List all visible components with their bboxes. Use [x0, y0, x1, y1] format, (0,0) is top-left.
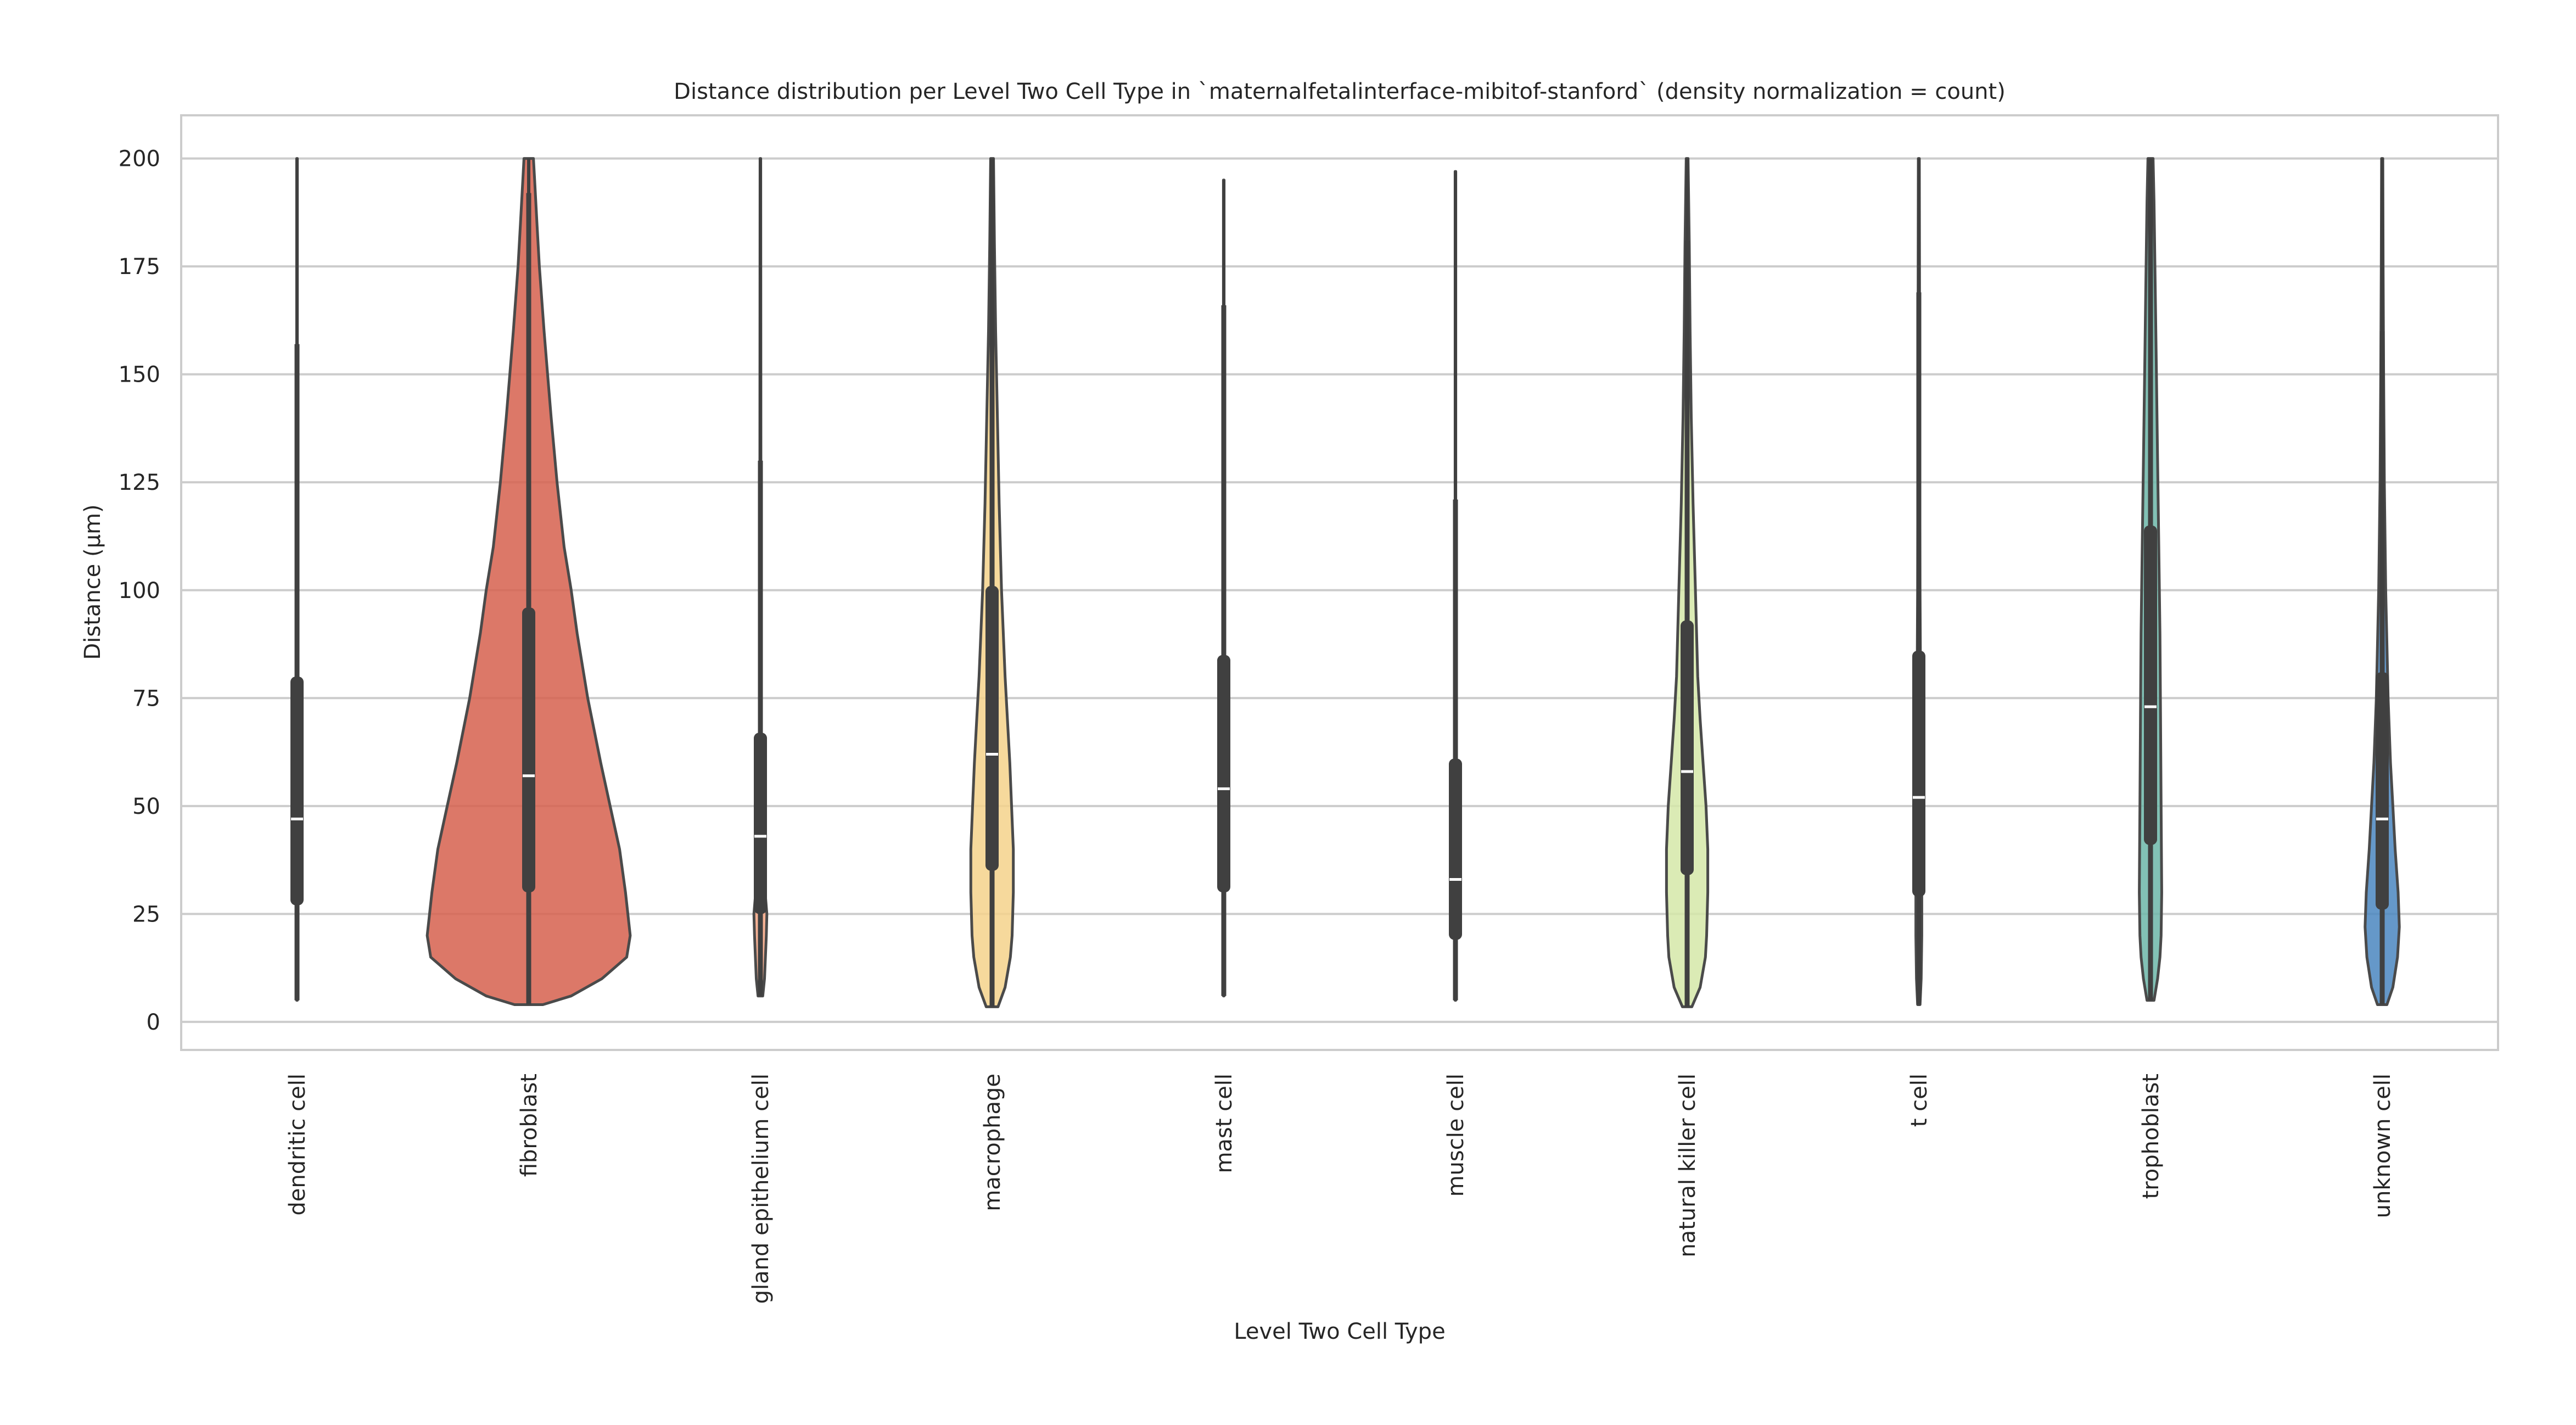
x-tick-label-t-cell: t cell [1907, 1074, 1932, 1127]
violin-iqr-box-t-cell [1912, 650, 1925, 897]
x-tick-label-fibroblast: fibroblast [517, 1074, 542, 1177]
x-axis-label: Level Two Cell Type [1234, 1319, 1445, 1344]
y-tick-label-25: 25 [132, 902, 160, 927]
y-tick-label-0: 0 [147, 1010, 160, 1035]
violin-iqr-box-dendritic-cell [290, 676, 304, 906]
y-tick-label-150: 150 [119, 362, 160, 388]
x-tick-label-mast-cell: mast cell [1212, 1074, 1237, 1173]
violin-trophoblast [2138, 157, 2163, 1002]
violin-iqr-box-gland-epithelium-cell [754, 733, 767, 914]
violin-iqr-box-fibroblast [522, 607, 535, 893]
violin-iqr-box-macrophage [985, 585, 999, 871]
violin-natural-killer-cell [1665, 157, 1710, 1008]
x-tick-label-macrophage: macrophage [980, 1074, 1005, 1211]
x-tick-label-gland-epithelium-cell: gland epithelium cell [748, 1074, 774, 1304]
y-tick-label-200: 200 [119, 147, 160, 172]
y-axis-ticks: 0 25 50 75 100 125 150 175 200 [119, 147, 160, 1035]
y-tick-label-100: 100 [119, 578, 160, 603]
x-tick-label-muscle-cell: muscle cell [1443, 1074, 1469, 1197]
violin-iqr-box-natural-killer-cell [1681, 620, 1694, 875]
violin-iqr-box-mast-cell [1217, 655, 1230, 893]
violin-t-cell [1912, 157, 1925, 1006]
y-tick-label-50: 50 [132, 794, 160, 819]
violin-dendritic-cell [290, 157, 304, 1002]
violin-muscle-cell [1449, 170, 1462, 1002]
x-tick-label-natural-killer-cell: natural killer cell [1675, 1074, 1700, 1258]
x-tick-label-dendritic-cell: dendritic cell [285, 1074, 310, 1216]
violins [290, 157, 2401, 1008]
violin-mast-cell [1217, 178, 1230, 998]
y-tick-label-75: 75 [132, 686, 160, 711]
x-tick-label-trophoblast: trophoblast [2138, 1074, 2164, 1199]
violin-iqr-box-unknown-cell [2376, 672, 2389, 910]
x-tick-label-unknown-cell: unknown cell [2370, 1074, 2395, 1218]
y-tick-label-175: 175 [119, 254, 160, 280]
violin-macrophage [969, 157, 1015, 1008]
chart-title: Distance distribution per Level Two Cell… [674, 79, 2006, 104]
violin-fibroblast [425, 157, 632, 1006]
x-axis-ticks: dendritic cell fibroblast gland epithelium… [285, 1074, 2395, 1304]
violin-iqr-box-muscle-cell [1449, 758, 1462, 940]
violin-iqr-box-trophoblast [2144, 525, 2157, 845]
y-tick-label-125: 125 [119, 470, 160, 495]
y-axis-label: Distance (µm) [80, 504, 105, 660]
violin-gland-epithelium-cell [752, 157, 769, 998]
violin-unknown-cell [2364, 157, 2401, 1006]
